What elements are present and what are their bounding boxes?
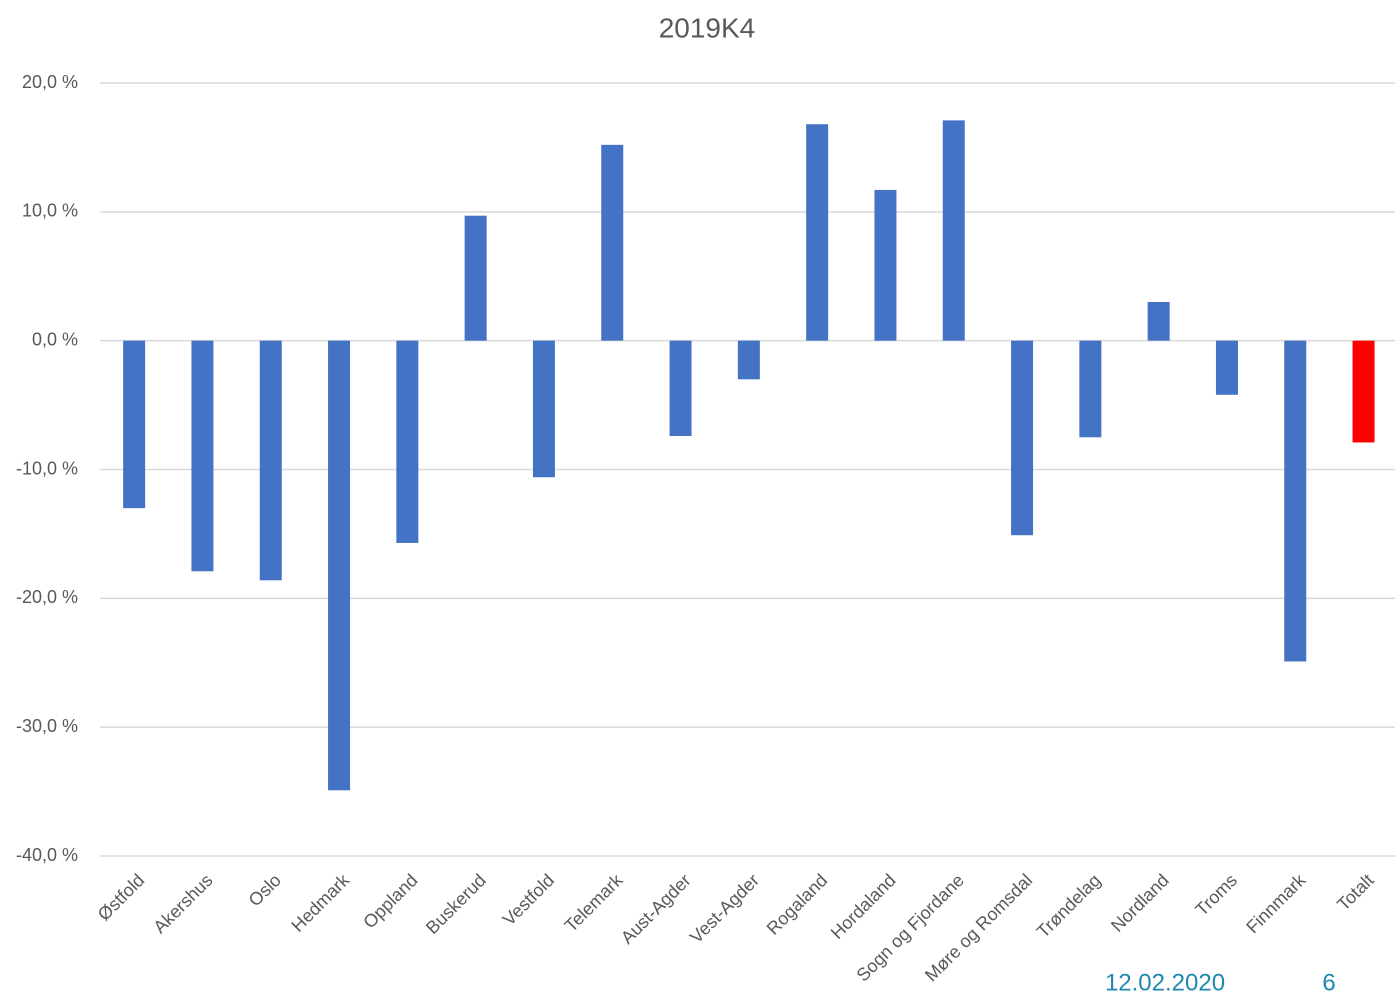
y-tick-label: 20,0 % — [22, 72, 78, 92]
bar — [1352, 340, 1375, 443]
bar — [942, 120, 965, 341]
x-tick-label: Finnmark — [1242, 869, 1310, 937]
footer-page: 6 — [1322, 969, 1335, 996]
footer-date: 12.02.2020 — [1105, 969, 1225, 996]
bar — [123, 340, 146, 509]
bar — [1079, 340, 1102, 438]
x-tick-label: Akershus — [149, 870, 216, 937]
x-tick-label: Aust-Agder — [617, 870, 695, 948]
x-tick-label: Vestfold — [499, 870, 558, 929]
x-tick-label: Trøndelag — [1033, 870, 1105, 942]
x-tick-label: Totalt — [1333, 870, 1378, 915]
bar — [737, 340, 760, 380]
y-tick-label: -10,0 % — [16, 458, 78, 478]
x-tick-label: Oslo — [245, 870, 285, 910]
bar — [1147, 302, 1170, 341]
y-tick-label: 0,0 % — [32, 329, 78, 349]
bar — [669, 340, 692, 437]
bar — [1011, 340, 1034, 536]
x-tick-label: Buskerud — [422, 870, 490, 938]
x-tick-label: Hedmark — [287, 869, 353, 935]
y-tick-label: -30,0 % — [16, 716, 78, 736]
x-tick-label: Telemark — [561, 869, 627, 935]
bar — [806, 124, 829, 341]
y-tick-label: -20,0 % — [16, 587, 78, 607]
x-tick-label: Hordaland — [827, 870, 900, 943]
bar — [874, 189, 897, 341]
y-tick-label: 10,0 % — [22, 201, 78, 221]
x-tick-label: Troms — [1191, 870, 1241, 920]
x-tick-label: Østfold — [94, 870, 148, 924]
chart-title: 2019K4 — [659, 12, 756, 43]
x-tick-label: Rogaland — [763, 870, 832, 939]
y-tick-label: -40,0 % — [16, 845, 78, 865]
x-tick-label: Oppland — [359, 870, 421, 932]
bar — [328, 340, 351, 791]
bar — [259, 340, 282, 581]
bar — [1284, 340, 1307, 662]
bar — [532, 340, 555, 478]
bar — [396, 340, 419, 543]
bar — [1215, 340, 1238, 395]
x-tick-label: Nordland — [1107, 870, 1173, 936]
bar — [601, 144, 624, 341]
bar — [191, 340, 214, 572]
x-tick-label: Vest-Agder — [686, 870, 763, 947]
bar — [464, 215, 487, 341]
